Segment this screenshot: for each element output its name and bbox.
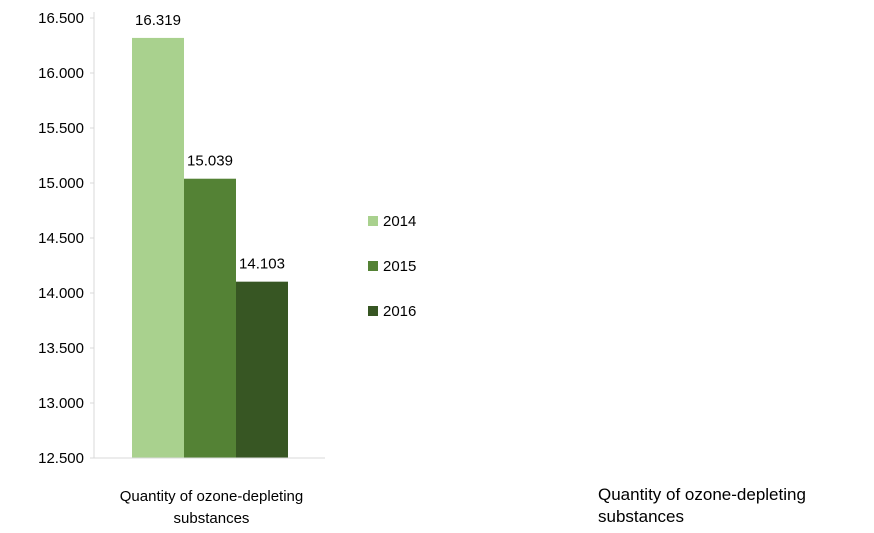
y-tick-label: 15.000 <box>38 175 84 192</box>
x-axis: Quantity of ozone-depleting substances <box>94 457 325 527</box>
side-caption: Quantity of ozone-depleting substances <box>598 485 806 526</box>
legend: 2014 2015 2016 <box>368 213 416 320</box>
legend-label-2014: 2014 <box>383 213 416 230</box>
bar-2015 <box>184 178 236 458</box>
y-tick-label: 15.500 <box>38 120 84 137</box>
data-label-2015: 15.039 <box>187 153 233 170</box>
legend-label-2015: 2015 <box>383 258 416 275</box>
y-tick-label: 14.500 <box>38 230 84 247</box>
y-tick-label: 13.500 <box>38 340 84 357</box>
y-tick-label: 14.000 <box>38 285 84 302</box>
data-label-2016: 14.103 <box>239 256 285 273</box>
bar-2016 <box>236 281 288 458</box>
y-tick-label: 12.500 <box>38 450 84 467</box>
bar-2014 <box>132 37 184 458</box>
data-labels: 16.319 15.039 14.103 <box>135 12 285 273</box>
legend-swatch-2016 <box>368 306 378 316</box>
legend-swatch-2014 <box>368 216 378 226</box>
x-category-label: substances <box>174 510 250 527</box>
legend-label-2016: 2016 <box>383 303 416 320</box>
y-axis: 12.500 13.000 13.500 14.000 14.500 15.000 15.5… <box>38 10 95 467</box>
legend-swatch-2015 <box>368 261 378 271</box>
y-tick-label: 16.500 <box>38 10 84 27</box>
y-tick-label: 13.000 <box>38 395 84 412</box>
bars <box>132 37 288 458</box>
x-category-label: Quantity of ozone-depleting <box>120 488 303 505</box>
data-label-2014: 16.319 <box>135 12 181 29</box>
y-tick-label: 16.000 <box>38 65 84 82</box>
